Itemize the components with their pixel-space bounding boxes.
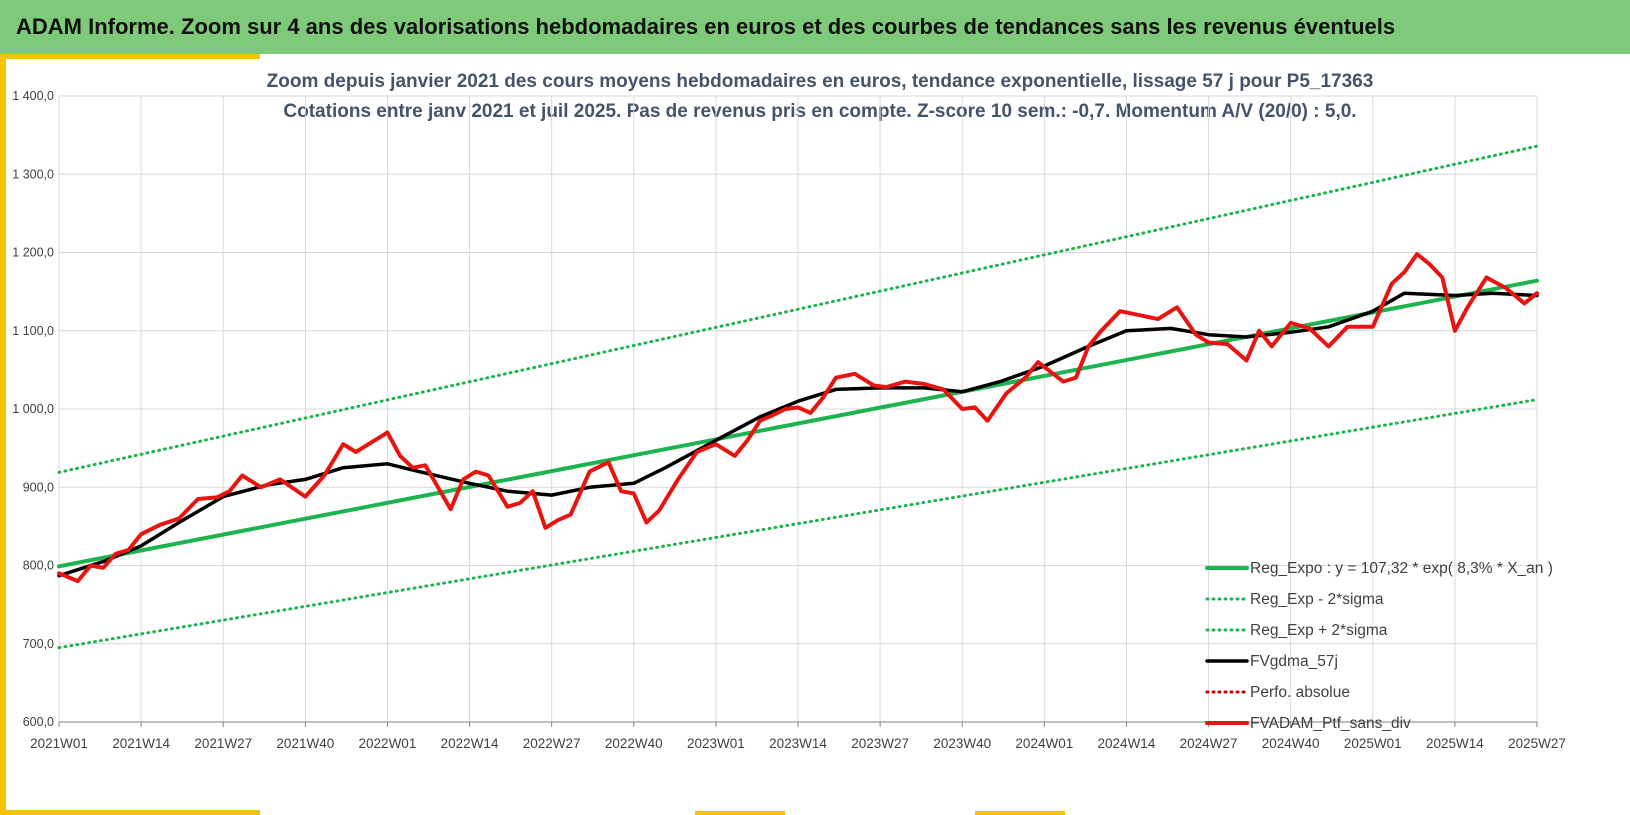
legend-label-0: Reg_Expo : y = 107,32 * exp( 8,3% * X_an… [1250, 560, 1553, 577]
series-line-0 [57, 278, 1539, 569]
y-axis: 600,0 700,0 800,0 900,0 1 000,0 1 100,0 1 200,… [12, 89, 60, 729]
frame-accent-top [0, 54, 260, 59]
x-tick-label: 2021W40 [276, 736, 334, 751]
frame-accent-bottom-mid [695, 811, 785, 815]
x-tick-label: 2023W40 [933, 736, 991, 751]
frame-accent-bottom [0, 810, 260, 815]
page-title: ADAM Informe. Zoom sur 4 ans des valoris… [16, 14, 1396, 39]
x-tick-label: 2024W14 [1098, 736, 1156, 751]
y-tick-label: 700,0 [23, 637, 54, 651]
y-tick-label: 1 400,0 [12, 89, 54, 103]
chart: Zoom depuis janvier 2021 des cours moyen… [12, 71, 1566, 751]
y-tick-label: 1 200,0 [12, 246, 54, 260]
series-line-1 [57, 398, 1539, 650]
x-tick-label: 2022W14 [441, 736, 499, 751]
y-tick-label: 1 100,0 [12, 324, 54, 338]
y-tick-label: 1 000,0 [12, 402, 54, 416]
y-tick-label: 800,0 [23, 559, 54, 573]
x-tick-label: 2021W14 [112, 736, 170, 751]
chart-title-line-2: Cotations entre janv 2021 et juil 2025. … [283, 101, 1356, 122]
x-tick-label: 2024W40 [1262, 736, 1320, 751]
x-tick-label: 2022W27 [523, 736, 581, 751]
legend-label-3: FVgdma_57j [1250, 653, 1338, 670]
series-line-2 [57, 144, 1539, 474]
legend: Reg_Expo : y = 107,32 * exp( 8,3% * X_an… [1205, 560, 1553, 732]
series-line-5 [57, 252, 1539, 584]
x-tick-label: 2024W01 [1015, 736, 1073, 751]
y-tick-label: 1 300,0 [12, 167, 54, 181]
y-tick-label: 900,0 [23, 480, 54, 494]
legend-label-2: Reg_Exp + 2*sigma [1250, 622, 1388, 639]
legend-label-5: FVADAM_Ptf_sans_div [1250, 715, 1411, 732]
x-tick-label: 2023W01 [687, 736, 745, 751]
x-tick-label: 2022W40 [605, 736, 663, 751]
frame-accent-left [0, 54, 6, 815]
x-tick-label: 2025W01 [1344, 736, 1402, 751]
series-group [57, 144, 1539, 650]
x-axis: 2021W01 2021W14 2021W27 2021W40 2022W01 2022W… [30, 721, 1566, 751]
legend-label-4: Perfo. absolue [1250, 684, 1350, 701]
x-tick-label: 2023W27 [851, 736, 909, 751]
y-tick-label: 600,0 [23, 715, 54, 729]
title-banner: ADAM Informe. Zoom sur 4 ans des valoris… [0, 0, 1630, 54]
x-tick-label: 2023W14 [769, 736, 827, 751]
x-tick-label: 2021W27 [194, 736, 252, 751]
frame-accent-bottom-right [975, 811, 1065, 815]
legend-label-1: Reg_Exp - 2*sigma [1250, 591, 1384, 608]
series-line-3 [57, 291, 1539, 578]
x-tick-label: 2022W01 [359, 736, 417, 751]
x-tick-label: 2024W27 [1180, 736, 1238, 751]
x-tick-label: 2025W27 [1508, 736, 1566, 751]
x-tick-label: 2021W01 [30, 736, 88, 751]
chart-title-line-1: Zoom depuis janvier 2021 des cours moyen… [267, 71, 1374, 92]
x-tick-label: 2025W14 [1426, 736, 1484, 751]
